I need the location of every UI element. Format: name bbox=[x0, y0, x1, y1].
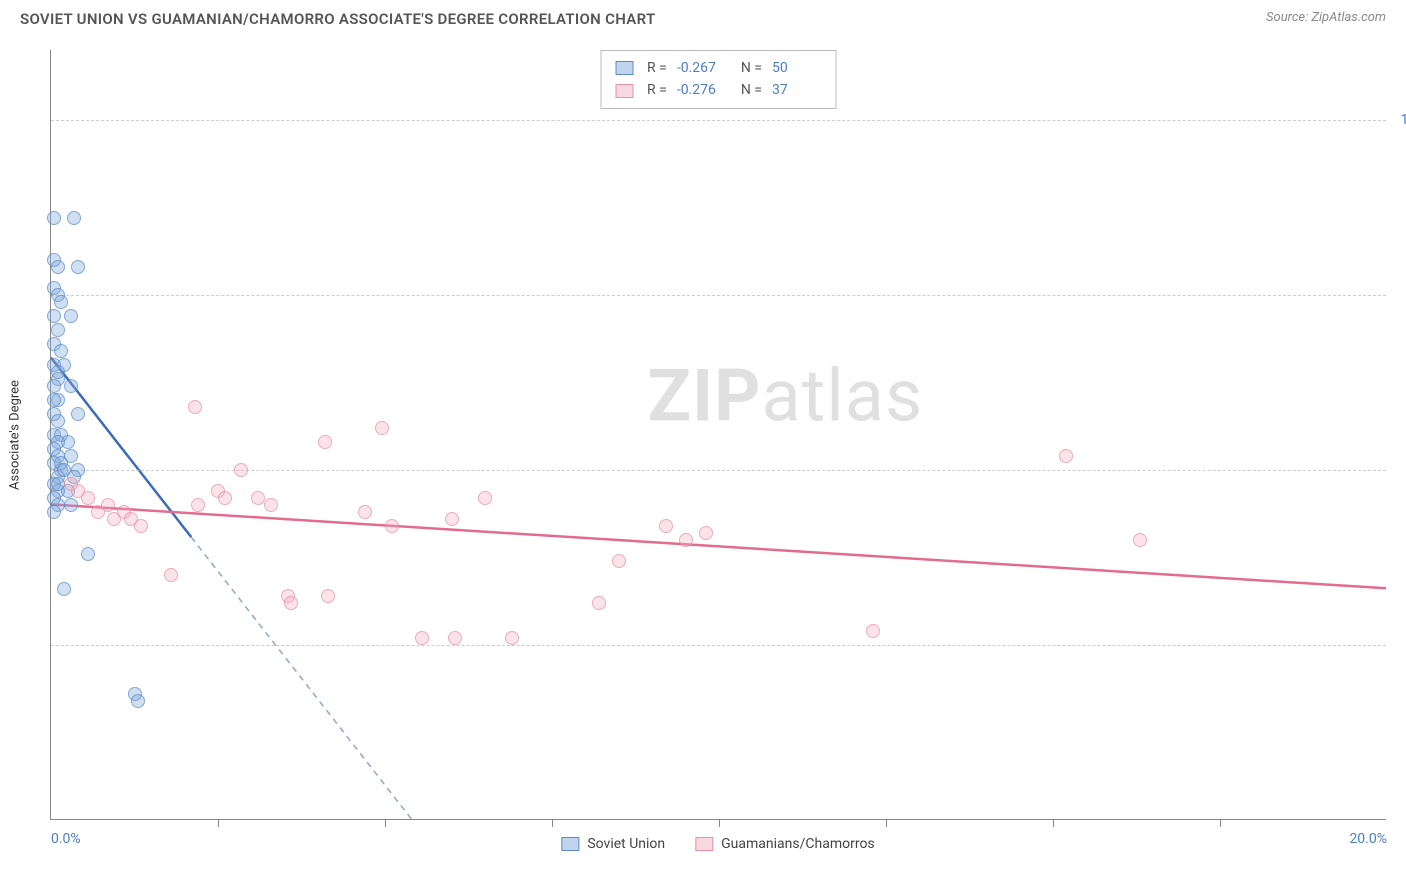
data-point bbox=[71, 407, 85, 421]
data-point bbox=[318, 435, 332, 449]
data-point bbox=[47, 211, 61, 225]
data-point bbox=[358, 505, 372, 519]
data-point bbox=[81, 547, 95, 561]
watermark: ZIPatlas bbox=[647, 354, 923, 439]
chart-title: SOVIET UNION VS GUAMANIAN/CHAMORRO ASSOC… bbox=[20, 10, 655, 28]
legend-row: R = -0.276 N = 37 bbox=[615, 79, 822, 101]
data-point bbox=[101, 498, 115, 512]
n-value: 50 bbox=[772, 57, 822, 79]
data-point bbox=[164, 568, 178, 582]
legend-swatch bbox=[695, 837, 713, 851]
series-legend: Soviet Union Guamanians/Chamorros bbox=[561, 836, 874, 852]
n-value: 37 bbox=[772, 79, 822, 101]
data-point bbox=[679, 533, 693, 547]
data-point bbox=[51, 365, 65, 379]
stat-label: N = bbox=[741, 57, 762, 79]
x-tick bbox=[1053, 819, 1054, 827]
data-point bbox=[51, 260, 65, 274]
data-point bbox=[71, 260, 85, 274]
x-tick bbox=[385, 819, 386, 827]
x-tick bbox=[218, 819, 219, 827]
trend-lines bbox=[51, 50, 1386, 819]
x-tick bbox=[886, 819, 887, 827]
chart-area: Associate's Degree ZIPatlas R =-0.267N =… bbox=[50, 50, 1386, 820]
data-point bbox=[191, 498, 205, 512]
gridline bbox=[51, 470, 1386, 471]
scatter-plot: ZIPatlas R =-0.267N =50R =-0.276N =37 25… bbox=[50, 50, 1386, 820]
data-point bbox=[375, 421, 389, 435]
data-point bbox=[134, 519, 148, 533]
y-tick-label: 100.0% bbox=[1401, 112, 1406, 128]
data-point bbox=[612, 554, 626, 568]
legend-row: R = -0.267 N = 50 bbox=[615, 57, 822, 79]
gridline bbox=[51, 645, 1386, 646]
data-point bbox=[51, 477, 65, 491]
legend-item: Soviet Union bbox=[561, 836, 665, 852]
data-point bbox=[51, 414, 65, 428]
data-point bbox=[188, 400, 202, 414]
gridline bbox=[51, 120, 1386, 121]
gridline bbox=[51, 295, 1386, 296]
data-point bbox=[54, 295, 68, 309]
x-tick-label: 20.0% bbox=[1349, 831, 1387, 847]
stat-label: R = bbox=[647, 57, 667, 79]
legend-swatch bbox=[615, 61, 633, 75]
data-point bbox=[64, 498, 78, 512]
stat-label: R = bbox=[647, 79, 667, 101]
legend-swatch bbox=[615, 84, 633, 98]
y-axis-label: Associate's Degree bbox=[8, 380, 23, 490]
data-point bbox=[47, 505, 61, 519]
data-point bbox=[385, 519, 399, 533]
data-point bbox=[47, 309, 61, 323]
data-point bbox=[478, 491, 492, 505]
data-point bbox=[64, 379, 78, 393]
data-point bbox=[54, 344, 68, 358]
data-point bbox=[251, 491, 265, 505]
data-point bbox=[64, 309, 78, 323]
data-point bbox=[47, 379, 61, 393]
legend-label: Soviet Union bbox=[587, 836, 665, 852]
legend-swatch bbox=[561, 837, 579, 851]
legend-label: Guamanians/Chamorros bbox=[721, 836, 875, 852]
r-value: -0.267 bbox=[677, 57, 727, 79]
data-point bbox=[57, 582, 71, 596]
data-point bbox=[67, 211, 81, 225]
data-point bbox=[659, 519, 673, 533]
data-point bbox=[81, 491, 95, 505]
x-tick bbox=[1220, 819, 1221, 827]
data-point bbox=[1059, 449, 1073, 463]
data-point bbox=[505, 631, 519, 645]
data-point bbox=[448, 631, 462, 645]
data-point bbox=[1133, 533, 1147, 547]
stat-label: N = bbox=[741, 79, 762, 101]
data-point bbox=[415, 631, 429, 645]
data-point bbox=[321, 589, 335, 603]
r-value: -0.276 bbox=[677, 79, 727, 101]
data-point bbox=[699, 526, 713, 540]
correlation-legend: R = -0.267 N = 50 R = -0.276 N = 37 bbox=[600, 50, 837, 109]
data-point bbox=[234, 463, 248, 477]
x-tick bbox=[552, 819, 553, 827]
x-tick bbox=[719, 819, 720, 827]
x-tick-label: 0.0% bbox=[51, 831, 81, 847]
source-attribution: Source: ZipAtlas.com bbox=[1266, 10, 1386, 25]
data-point bbox=[592, 596, 606, 610]
data-point bbox=[47, 393, 61, 407]
data-point bbox=[866, 624, 880, 638]
data-point bbox=[284, 596, 298, 610]
data-point bbox=[445, 512, 459, 526]
legend-item: Guamanians/Chamorros bbox=[695, 836, 875, 852]
data-point bbox=[218, 491, 232, 505]
data-point bbox=[51, 323, 65, 337]
data-point bbox=[264, 498, 278, 512]
data-point bbox=[131, 694, 145, 708]
